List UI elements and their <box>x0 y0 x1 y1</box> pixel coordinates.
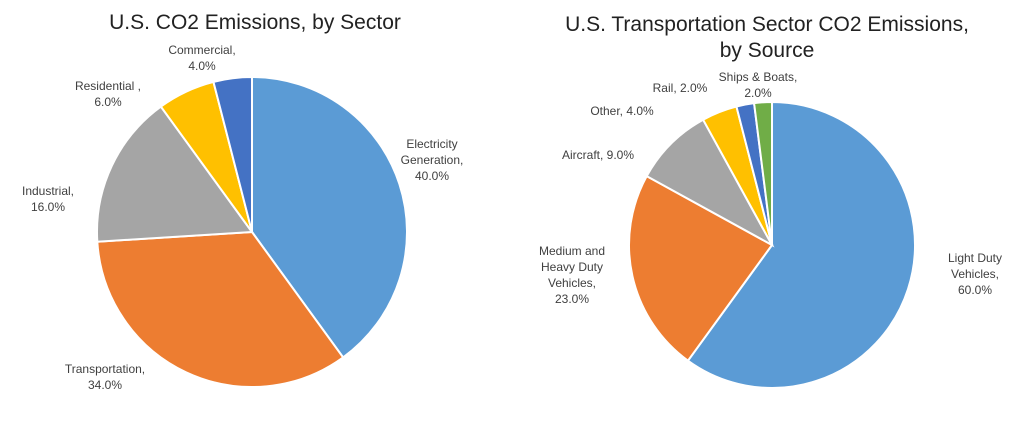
pie-slice-industrial <box>96 105 254 243</box>
sector-pie-chart: U.S. CO2 Emissions, by Sector Electricit… <box>0 0 510 424</box>
transport-pie-chart: U.S. Transportation Sector CO2 Emissions… <box>510 0 1024 424</box>
chart-title-line-2: by Source <box>719 39 815 62</box>
pie-slice-aircraft <box>645 118 775 248</box>
chart-title-line-1: U.S. Transportation Sector CO2 Emissions… <box>565 13 969 36</box>
pie-slice-ships-boats <box>752 100 773 246</box>
data-label-ships-boats: Ships & Boats, 2.0% <box>719 70 798 100</box>
data-label-rail: Rail, 2.0% <box>653 81 708 95</box>
data-label-transportation: Transportation, 34.0% <box>65 362 145 392</box>
data-label-aircraft: Aircraft, 9.0% <box>562 148 634 162</box>
data-label-medium-and-heavy-duty-vehicles: Medium and Heavy Duty Vehicles, 23.0% <box>539 244 605 306</box>
chart-title: U.S. Transportation Sector CO2 Emissions… <box>510 12 1024 64</box>
sector-pie-svg: Electricity Generation, 40.0% Transportatio… <box>22 43 464 392</box>
data-label-industrial: Industrial, 16.0% <box>22 184 74 214</box>
transport-pie-svg: Light Duty Vehicles, 60.0% Medium and Heavy … <box>539 70 1002 389</box>
pie-slice-light-duty-vehicles <box>686 100 916 389</box>
chart-title-line: U.S. CO2 Emissions, by Sector <box>109 11 401 34</box>
pie-slice-medium-and-heavy-duty-vehicles <box>628 174 774 363</box>
chart-title: U.S. CO2 Emissions, by Sector <box>0 10 510 36</box>
data-label-residential: Residential , 6.0% <box>75 79 141 109</box>
data-label-light-duty-vehicles: Light Duty Vehicles, 60.0% <box>948 251 1002 297</box>
data-label-electricity-generation: Electricity Generation, 40.0% <box>401 137 464 183</box>
pie-slice-transportation <box>96 230 345 388</box>
pie-slice-electricity-generation <box>251 75 408 359</box>
data-label-other: Other, 4.0% <box>590 104 654 118</box>
pie-slice-commercial <box>212 75 253 233</box>
data-label-commercial: Commercial, 4.0% <box>168 43 235 73</box>
